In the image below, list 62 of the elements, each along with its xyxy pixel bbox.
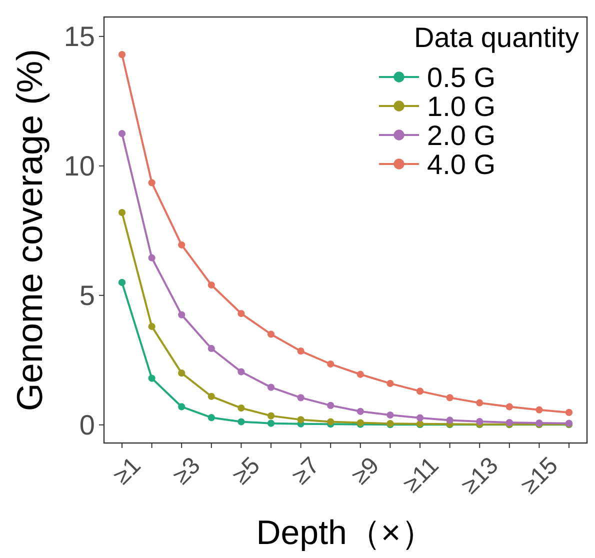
point (267, 384, 275, 391)
point (148, 322, 156, 330)
point (208, 392, 215, 400)
point (178, 241, 186, 248)
point (416, 388, 424, 395)
point (386, 380, 394, 387)
point (208, 281, 215, 289)
point (327, 402, 334, 410)
y-tick-label: 10 (64, 150, 95, 182)
point (238, 404, 245, 412)
point (148, 254, 156, 262)
point (118, 50, 126, 58)
y-axis-title: Genome coverage (%) (9, 48, 50, 412)
point (238, 368, 245, 376)
point (536, 406, 543, 414)
point (118, 208, 126, 216)
point (238, 418, 245, 426)
x-tick-label: ≥7 (287, 452, 325, 490)
legend-label: 2.0 G (427, 120, 496, 151)
point (476, 399, 484, 406)
legend-title: Data quantity (414, 22, 579, 53)
y-tick-label: 15 (64, 21, 95, 52)
point (506, 403, 513, 410)
point (267, 420, 275, 427)
point (476, 418, 484, 426)
point (267, 330, 275, 338)
point (208, 414, 215, 422)
point (148, 374, 156, 382)
x-tick-label: ≥11 (398, 452, 444, 498)
point (446, 394, 454, 402)
point (386, 411, 394, 419)
point (118, 130, 126, 138)
point (238, 310, 245, 318)
point (327, 418, 334, 426)
point (178, 370, 186, 377)
x-axis-title: Depth（×） (256, 514, 435, 552)
point (118, 278, 126, 286)
x-tick-label: ≥13 (456, 452, 504, 500)
x-tick-label: ≥1 (108, 452, 146, 490)
point (178, 403, 186, 410)
point (178, 311, 186, 318)
legend-label: 4.0 G (427, 148, 496, 180)
point (446, 416, 454, 424)
point (208, 344, 215, 352)
point (356, 408, 364, 415)
point (297, 416, 304, 424)
x-tick-label: ≥9 (346, 452, 385, 490)
point (565, 408, 573, 416)
point (297, 394, 304, 402)
y-tick-label: 5 (79, 280, 95, 312)
point (327, 360, 334, 368)
point (297, 348, 304, 355)
point (148, 179, 156, 186)
x-tick-label: ≥3 (168, 452, 206, 490)
point (416, 414, 424, 422)
x-tick-label: ≥15 (516, 452, 564, 500)
x-tick-label: ≥5 (227, 452, 266, 490)
point (267, 412, 275, 420)
y-tick-label: 0 (79, 410, 95, 441)
point (356, 370, 364, 378)
legend-label: 1.0 G (427, 90, 496, 122)
legend-label: 0.5 G (427, 62, 496, 93)
